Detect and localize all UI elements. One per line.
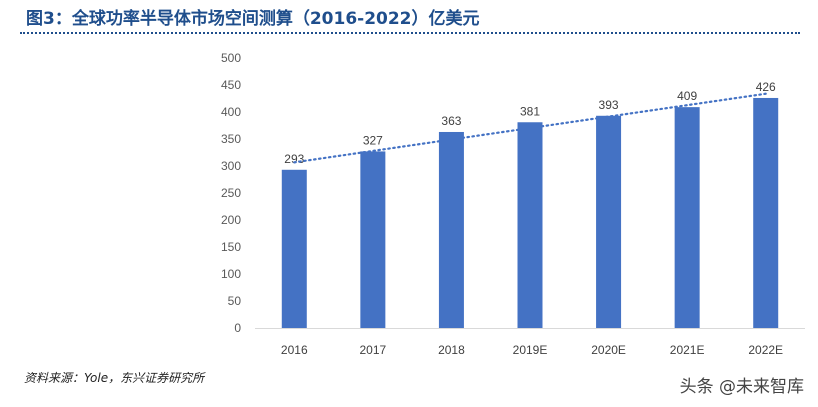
data-label: 327 <box>363 133 383 147</box>
chart-title: 图3：全球功率半导体市场空间测算（2016-2022）亿美元 <box>26 9 480 29</box>
x-tick-label: 2019E <box>513 343 548 357</box>
data-label: 426 <box>756 80 776 94</box>
y-tick-label: 300 <box>221 159 241 173</box>
y-tick-label: 0 <box>234 321 241 335</box>
data-label: 393 <box>599 98 619 112</box>
bar <box>438 131 464 328</box>
title-divider <box>20 32 800 34</box>
y-tick-label: 250 <box>221 186 241 200</box>
x-tick-label: 2021E <box>670 343 705 357</box>
y-tick-label: 350 <box>221 132 241 146</box>
y-tick-label: 400 <box>221 105 241 119</box>
bar <box>596 115 622 328</box>
y-tick-label: 200 <box>221 213 241 227</box>
x-tick-label: 2018 <box>438 343 465 357</box>
y-tick-label: 50 <box>228 294 242 308</box>
bar <box>674 107 700 328</box>
data-label: 381 <box>520 104 540 118</box>
y-tick-label: 100 <box>221 267 241 281</box>
x-tick-label: 2020E <box>591 343 626 357</box>
y-tick-label: 500 <box>221 51 241 65</box>
data-label: 293 <box>284 152 304 166</box>
watermark: 头条 @未来智库 <box>679 377 804 397</box>
x-tick-label: 2016 <box>281 343 308 357</box>
data-label: 409 <box>677 89 697 103</box>
bar <box>360 151 386 328</box>
data-label: 363 <box>441 114 461 128</box>
x-tick-label: 2022E <box>748 343 783 357</box>
source-note: 资料来源：Yole，东兴证券研究所 <box>24 371 205 385</box>
bar <box>517 122 543 328</box>
x-tick-label: 2017 <box>360 343 387 357</box>
y-tick-label: 450 <box>221 78 241 92</box>
bar <box>753 97 779 329</box>
bar <box>281 169 307 328</box>
trendline <box>293 92 767 164</box>
y-tick-label: 150 <box>221 240 241 254</box>
